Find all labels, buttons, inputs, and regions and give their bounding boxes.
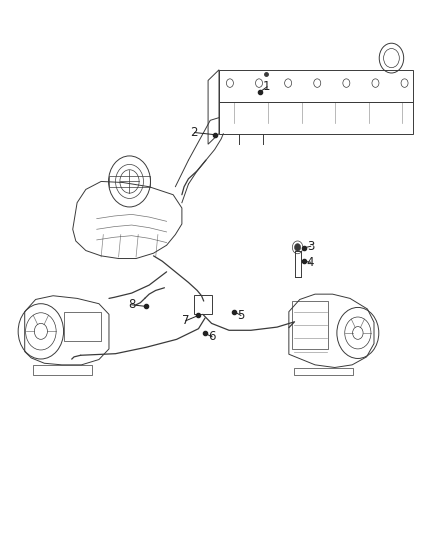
Text: 4: 4 [307, 256, 314, 269]
Text: 1: 1 [263, 80, 271, 93]
Text: 7: 7 [182, 314, 189, 327]
Text: 8: 8 [128, 298, 135, 311]
Text: 2: 2 [191, 126, 198, 139]
Bar [294, 251, 300, 277]
Text: 6: 6 [208, 330, 215, 343]
Text: 5: 5 [237, 309, 244, 322]
Text: 3: 3 [307, 240, 314, 253]
Bar [194, 295, 212, 314]
Circle shape [294, 244, 300, 251]
